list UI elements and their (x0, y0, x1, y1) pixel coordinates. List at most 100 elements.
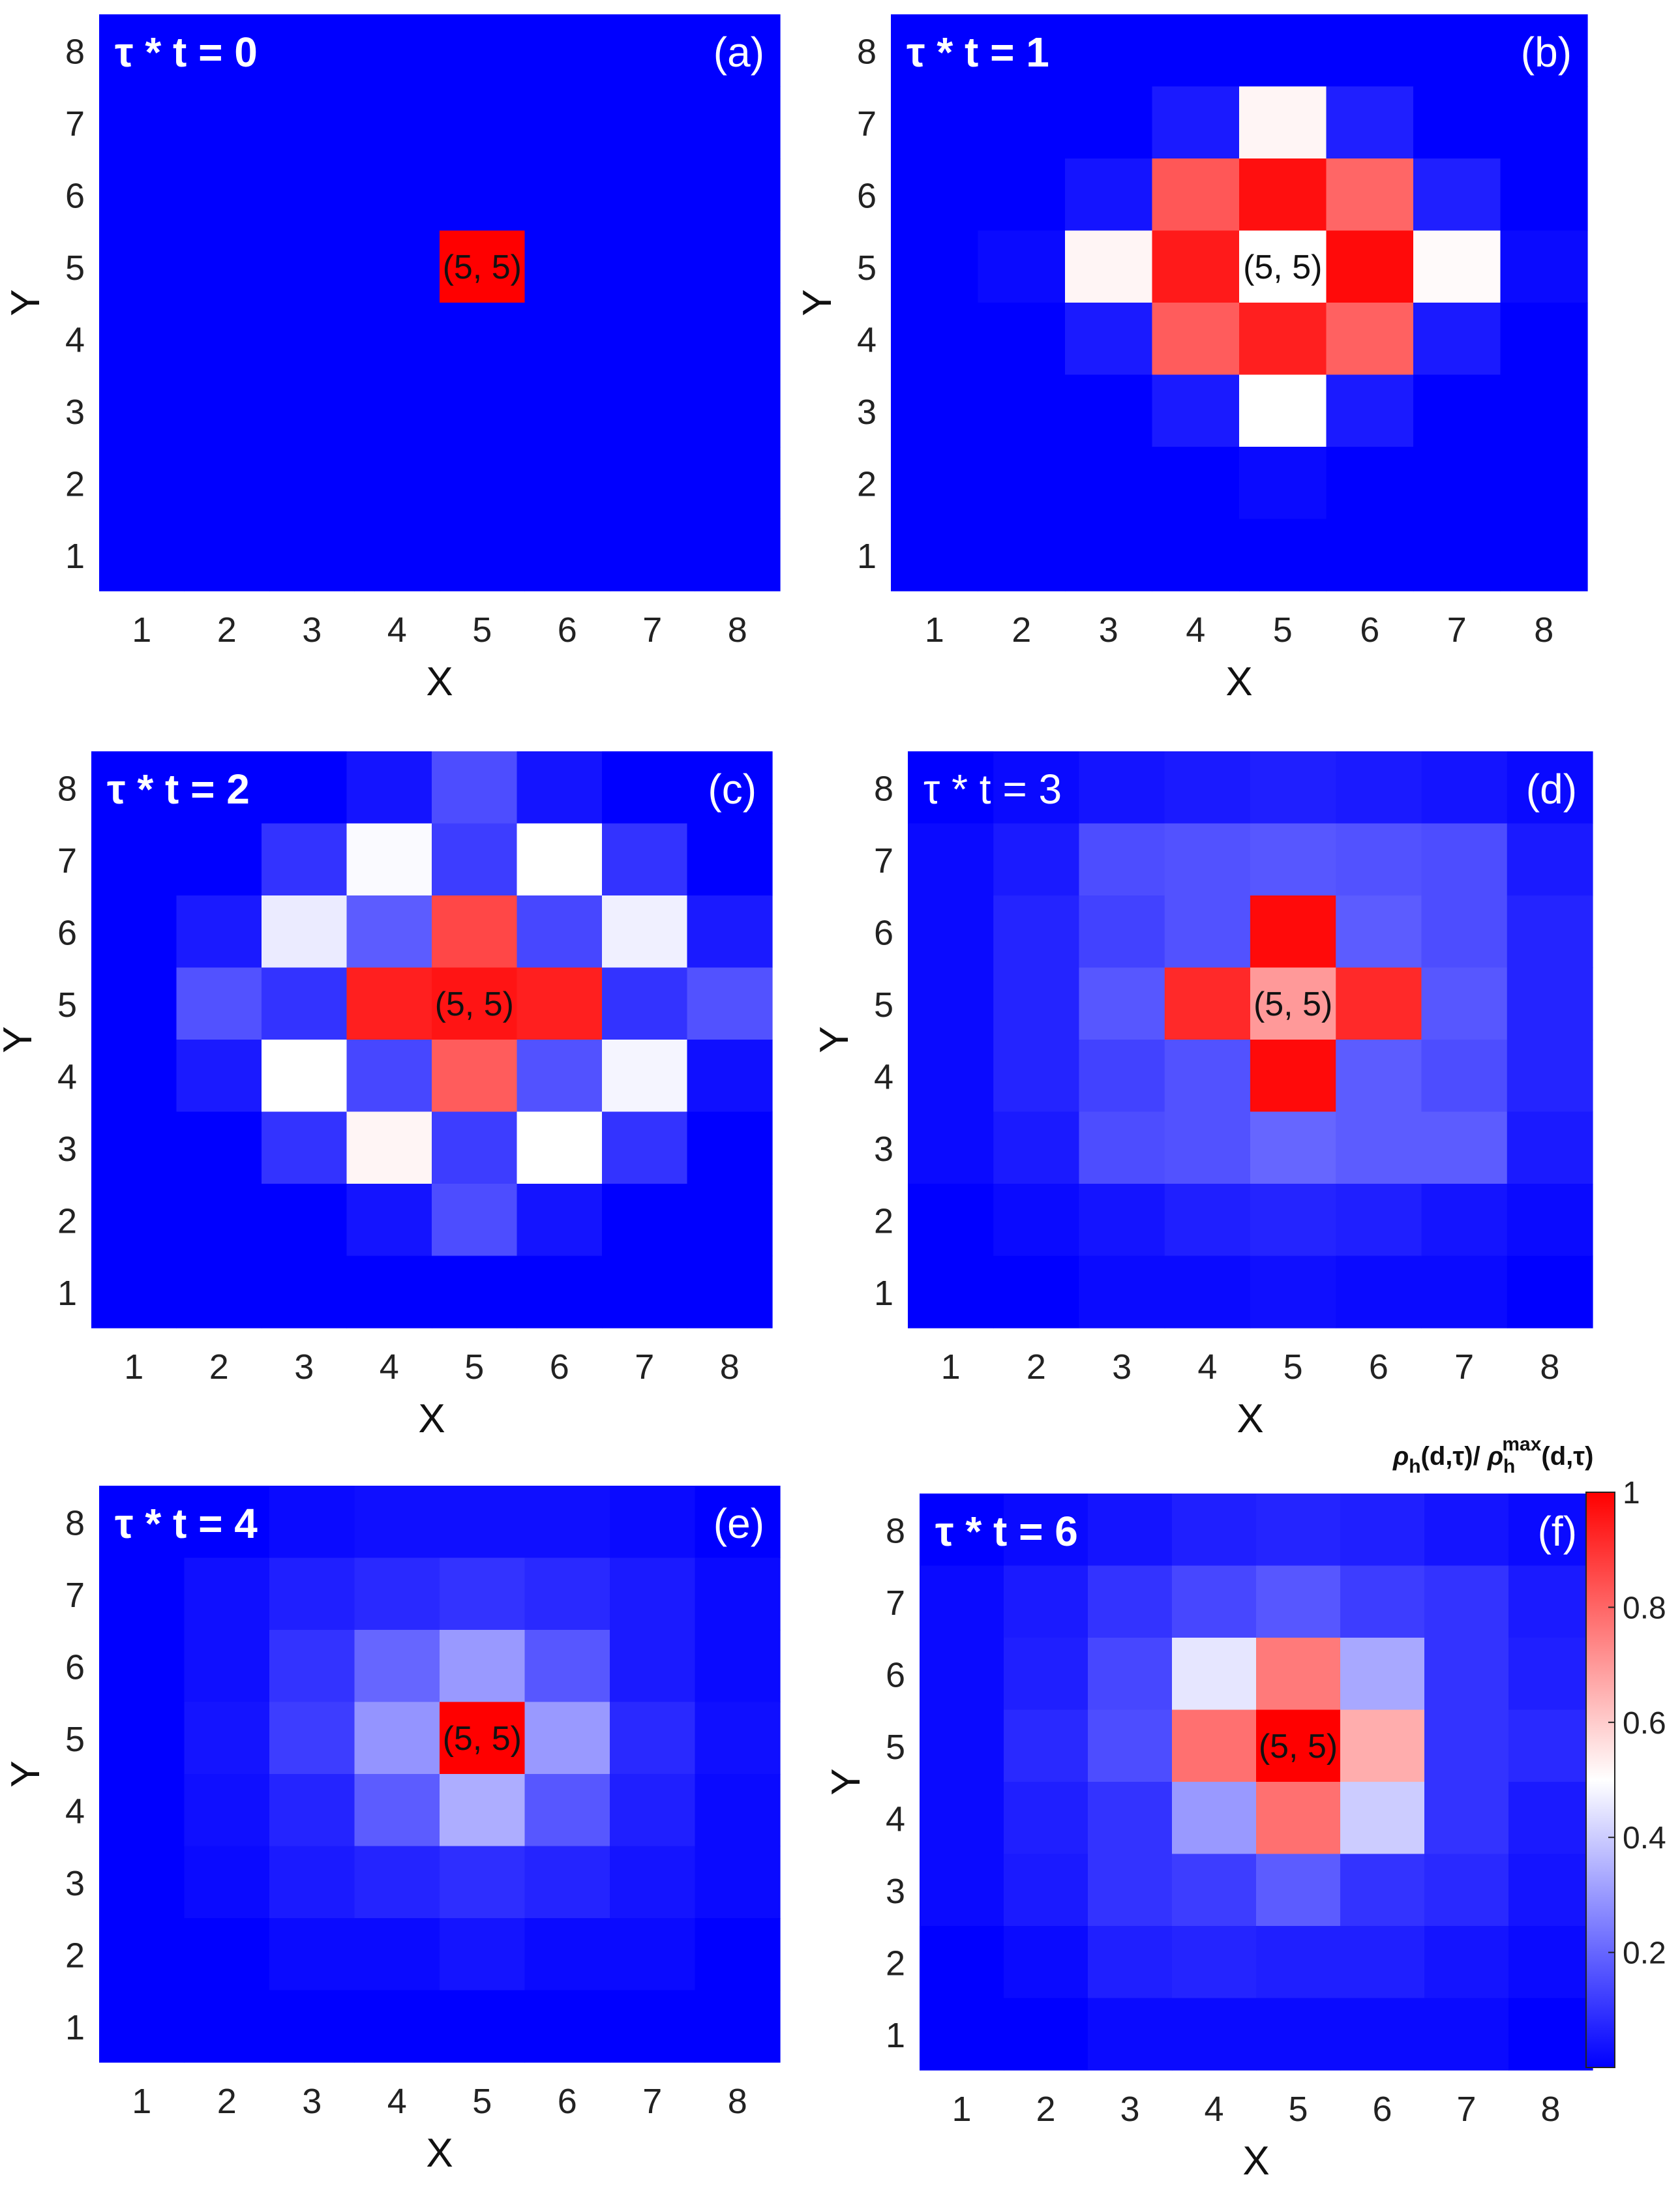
y-tick-label: 6 (65, 176, 85, 215)
heatmap-cell (1421, 823, 1508, 896)
heatmap-cell (1336, 823, 1422, 896)
heatmap-cell (1508, 1638, 1593, 1711)
heatmap-cell (440, 14, 526, 87)
heatmap-cell (517, 1184, 603, 1257)
heatmap-cell (91, 895, 177, 969)
y-tick-label: 7 (874, 841, 893, 880)
y-tick-label: 3 (65, 1864, 85, 1903)
heatmap-cell (99, 1486, 185, 1559)
heatmap-cell (993, 895, 1080, 969)
heatmap-cell (176, 1184, 262, 1257)
heatmap-cell (184, 447, 270, 520)
heatmap-cell (1250, 1111, 1336, 1184)
heatmap-cell (993, 967, 1080, 1040)
heatmap-cell (1421, 1111, 1508, 1184)
heatmap-cell (269, 1486, 355, 1559)
heatmap-cell (1004, 1926, 1088, 1999)
y-tick-label: 4 (65, 1792, 85, 1831)
heatmap-cell (354, 518, 440, 592)
heatmap-cell (1507, 895, 1593, 969)
heatmap-cell (891, 14, 979, 87)
heatmap-cell (602, 967, 688, 1040)
heatmap-cell (602, 751, 688, 824)
heatmap-cell (524, 14, 610, 87)
heatmap-cell (1508, 1926, 1593, 1999)
heatmap-cell (695, 230, 781, 303)
heatmap-cell (1326, 518, 1414, 592)
heatmap-cell (440, 1918, 526, 1991)
heatmap-cell (610, 158, 696, 232)
x-tick-label: 7 (1447, 610, 1467, 650)
x-axis-label: X (418, 1396, 445, 1441)
heatmap-cell (354, 86, 440, 159)
heatmap-cell (262, 1040, 348, 1113)
y-tick-label: 6 (65, 1647, 85, 1687)
heatmap-cell (99, 1774, 185, 1847)
heatmap-cell (1500, 158, 1588, 232)
x-tick-label: 3 (302, 610, 322, 650)
heatmap-cell (524, 158, 610, 232)
heatmap-cell (184, 1702, 270, 1775)
heatmap-cell (1413, 86, 1501, 159)
heatmap-cell (354, 230, 440, 303)
heatmap-cell (1424, 1709, 1509, 1782)
heatmap-cell (1507, 1255, 1593, 1329)
heatmap-cell (440, 1486, 526, 1559)
heatmap-cell (1065, 374, 1153, 447)
y-tick-label: 7 (65, 1576, 85, 1615)
heatmap-cell (176, 1111, 262, 1184)
x-tick-label: 4 (1197, 1347, 1217, 1387)
heatmap-cell (440, 1557, 526, 1630)
y-tick-label: 8 (57, 769, 77, 808)
heatmap-cell (517, 823, 603, 896)
heatmap-cell (524, 1774, 610, 1847)
heatmap-cell (269, 1990, 355, 2063)
heatmap-cell (1340, 1638, 1425, 1711)
y-tick-label: 1 (857, 537, 877, 576)
heatmap-cell (184, 1846, 270, 1919)
heatmap-cell (1239, 447, 1327, 520)
x-tick-label: 7 (642, 610, 662, 650)
heatmap-cell (1164, 823, 1251, 896)
heatmap-cell (346, 1111, 432, 1184)
heatmap-cell (1500, 303, 1588, 376)
heatmap-cell (610, 1846, 696, 1919)
colorbar-tick-label: 0.8 (1623, 1591, 1666, 1625)
heatmap-cell (1079, 1255, 1165, 1329)
heatmap-cell (262, 751, 348, 824)
heatmap-cell (1065, 230, 1153, 303)
y-tick-label: 6 (874, 913, 893, 952)
heatmap-cell (1164, 751, 1251, 824)
heatmap-cell (354, 1486, 440, 1559)
heatmap-cell (1239, 230, 1327, 303)
heatmap-cell (1424, 1638, 1509, 1711)
heatmap-cell (184, 518, 270, 592)
heatmap-panel: τ * t = 6 (f) (5, 5) 1 2 3 4 5 6 7 8 1 2 3 4 5 6 7 8 X Y (824, 1494, 1593, 2184)
heatmap-cell (99, 14, 185, 87)
y-tick-label: 5 (65, 1720, 85, 1759)
heatmap-cell (1336, 1040, 1422, 1113)
heatmap-cell (440, 158, 526, 232)
heatmap-cell (91, 1184, 177, 1257)
panel-title: τ * t = 1 (907, 29, 1049, 76)
y-tick-label: 1 (886, 2016, 905, 2055)
heatmap-cell (978, 303, 1066, 376)
panel-label: (d) (1526, 766, 1577, 813)
heatmap-cell (269, 1557, 355, 1630)
heatmap-cell (1340, 1709, 1425, 1782)
heatmap-cell (1413, 303, 1501, 376)
heatmap-cell (1164, 1040, 1251, 1113)
heatmap-cell (269, 1846, 355, 1919)
heatmap-cell (524, 1630, 610, 1703)
heatmap-cell (1340, 1565, 1425, 1638)
heatmap-cell (354, 1918, 440, 1991)
heatmap-cell (184, 158, 270, 232)
heatmap-cell (524, 1557, 610, 1630)
heatmap-cell (1421, 1255, 1508, 1329)
y-tick-label: 4 (886, 1799, 905, 1839)
heatmap-cell (99, 374, 185, 447)
heatmap-cell (610, 447, 696, 520)
heatmap-cell (695, 14, 781, 87)
heatmap-cell (1500, 447, 1588, 520)
heatmap-cell (610, 230, 696, 303)
